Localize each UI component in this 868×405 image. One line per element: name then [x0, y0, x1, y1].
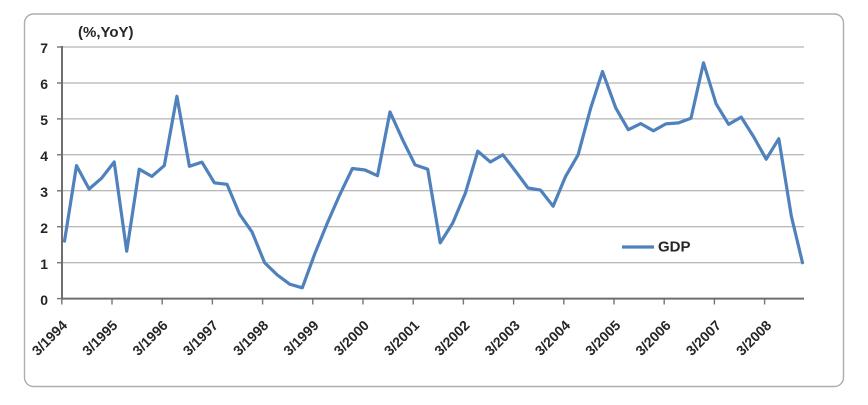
- svg-text:GDP: GDP: [658, 239, 691, 256]
- svg-text:6: 6: [40, 76, 48, 92]
- svg-text:0: 0: [40, 292, 48, 308]
- svg-text:4: 4: [40, 148, 48, 164]
- svg-text:7: 7: [40, 40, 48, 56]
- svg-text:3: 3: [40, 184, 48, 200]
- svg-text:(%,YoY): (%,YoY): [78, 24, 134, 41]
- svg-text:1: 1: [40, 256, 48, 272]
- svg-text:5: 5: [40, 112, 48, 128]
- svg-text:2: 2: [40, 220, 48, 236]
